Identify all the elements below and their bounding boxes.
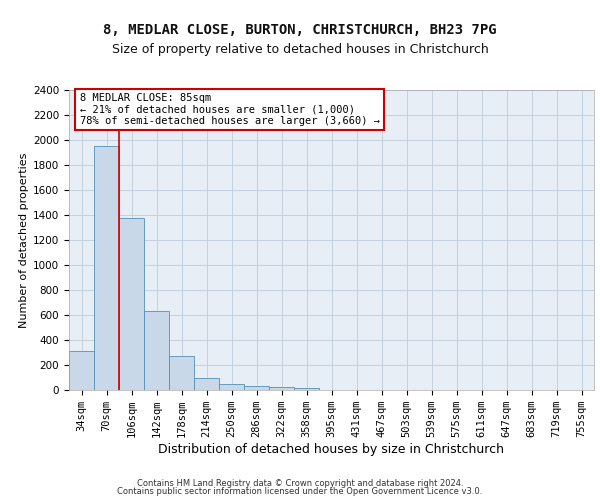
Bar bbox=[294, 388, 319, 390]
Bar bbox=[169, 356, 194, 390]
Bar bbox=[94, 146, 119, 390]
Bar bbox=[69, 350, 94, 390]
Bar bbox=[194, 378, 219, 390]
Text: Contains HM Land Registry data © Crown copyright and database right 2024.: Contains HM Land Registry data © Crown c… bbox=[137, 478, 463, 488]
Bar bbox=[144, 311, 169, 390]
Bar bbox=[269, 387, 294, 390]
Bar bbox=[219, 384, 244, 390]
Text: 8, MEDLAR CLOSE, BURTON, CHRISTCHURCH, BH23 7PG: 8, MEDLAR CLOSE, BURTON, CHRISTCHURCH, B… bbox=[103, 22, 497, 36]
Text: Contains public sector information licensed under the Open Government Licence v3: Contains public sector information licen… bbox=[118, 487, 482, 496]
Text: Size of property relative to detached houses in Christchurch: Size of property relative to detached ho… bbox=[112, 42, 488, 56]
Bar bbox=[119, 218, 144, 390]
X-axis label: Distribution of detached houses by size in Christchurch: Distribution of detached houses by size … bbox=[158, 443, 505, 456]
Text: 8 MEDLAR CLOSE: 85sqm
← 21% of detached houses are smaller (1,000)
78% of semi-d: 8 MEDLAR CLOSE: 85sqm ← 21% of detached … bbox=[79, 93, 380, 126]
Bar bbox=[244, 386, 269, 390]
Y-axis label: Number of detached properties: Number of detached properties bbox=[19, 152, 29, 328]
